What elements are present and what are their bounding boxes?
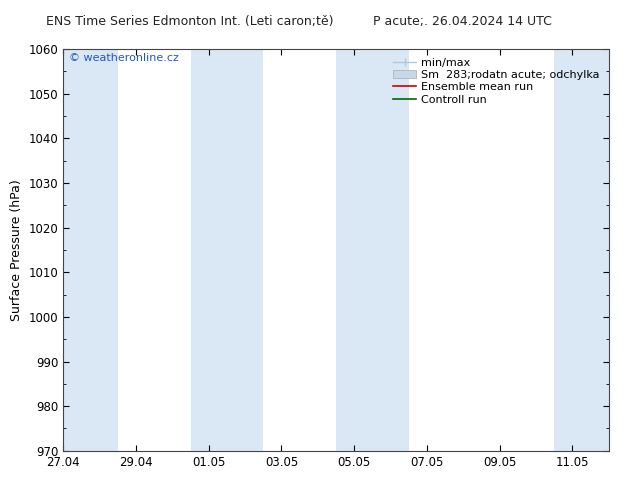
Text: ENS Time Series Edmonton Int. (Leti caron;tě): ENS Time Series Edmonton Int. (Leti caro… [46, 15, 334, 28]
Legend: min/max, Sm  283;rodatn acute; odchylka, Ensemble mean run, Controll run: min/max, Sm 283;rodatn acute; odchylka, … [390, 54, 603, 108]
Text: © weatheronline.cz: © weatheronline.cz [69, 53, 179, 63]
Bar [336, 49, 409, 451]
Y-axis label: Surface Pressure (hPa): Surface Pressure (hPa) [10, 179, 23, 321]
Bar [191, 49, 263, 451]
Text: P acute;. 26.04.2024 14 UTC: P acute;. 26.04.2024 14 UTC [373, 15, 552, 28]
Bar [554, 49, 609, 451]
Bar [63, 49, 118, 451]
